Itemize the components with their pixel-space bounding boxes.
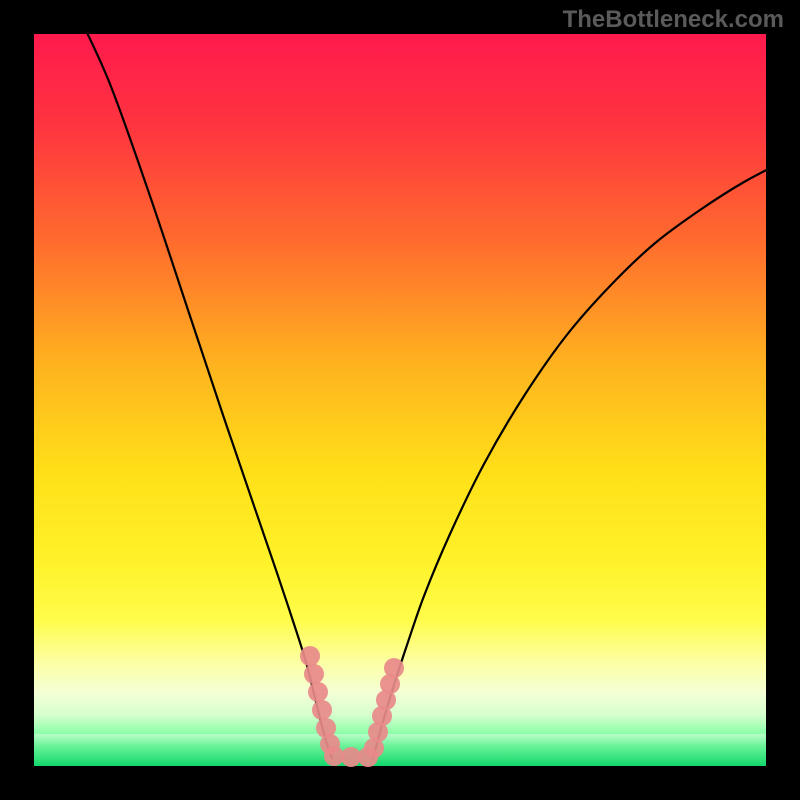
pink-marker [312, 700, 332, 720]
pink-marker [300, 646, 320, 666]
pink-marker [304, 664, 324, 684]
right-curve [373, 160, 786, 758]
pink-marker [308, 682, 328, 702]
pink-marker-group [300, 646, 404, 767]
pink-marker [324, 746, 344, 766]
left-curve [76, 10, 332, 758]
chart-svg [0, 0, 800, 800]
pink-marker [384, 658, 404, 678]
watermark-text: TheBottleneck.com [563, 6, 784, 34]
